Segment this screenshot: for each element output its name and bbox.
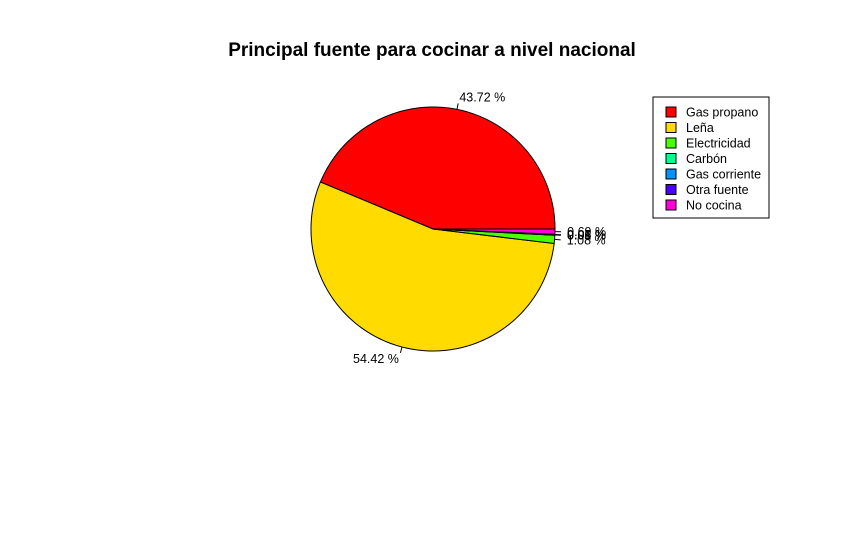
pie-label-5: 0.01 % [567,228,606,242]
pie-label-3: 1.08 % [567,233,606,247]
pie-label-tick-3 [554,238,561,241]
legend-label-5: Gas corriente [686,168,761,182]
legend-swatch-6 [665,184,677,195]
legend-label-4: Carbón [686,152,727,166]
legend-label-7: No cocina [686,199,742,213]
pie-label-2: 54.42 % [353,352,399,366]
legend-swatch-1 [665,106,677,118]
legend-swatch-7 [665,199,677,211]
legend-label-6: Otra fuente [686,183,749,197]
pie-label-tick-1 [456,103,459,110]
pie-label-7: 0.69 % [567,225,606,239]
pie-label-1: 43.72 % [459,90,505,104]
legend-label-2: Leña [686,121,714,135]
pie-label-4: 0.06 % [567,229,606,243]
legend-label-3: Electricidad [686,137,751,151]
pie-slices [310,106,556,352]
legend-label-1: Gas propano [686,106,758,120]
pie-labels: 43.72 % 54.42 % 1.08 %0.06 %0.01 %0.05 %0.… [353,90,606,365]
legend-swatch-5 [665,168,677,180]
legend-swatch-3 [665,137,677,149]
chart-title: Principal fuente para cocinar a nivel na… [228,40,636,61]
pie-label-6: 0.05 % [567,228,606,242]
pie-label-tick-2 [399,346,403,354]
legend-swatch-2 [665,122,677,133]
legend-swatch-4 [665,153,677,164]
